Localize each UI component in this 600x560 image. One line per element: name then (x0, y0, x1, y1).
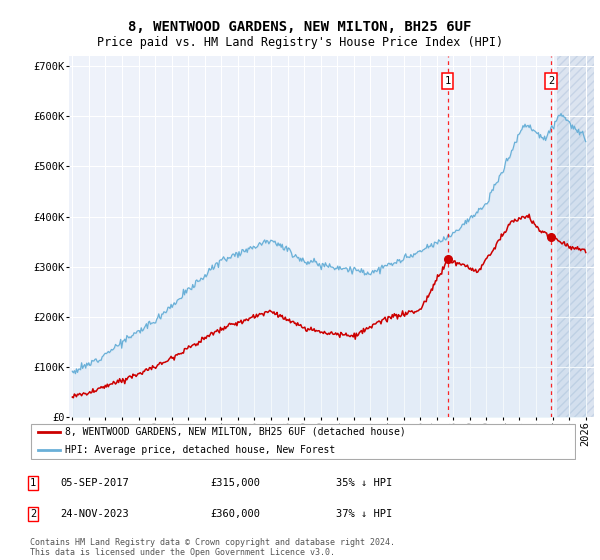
Text: 2: 2 (30, 509, 36, 519)
Bar (557, 56, 594, 417)
Text: £315,000: £315,000 (210, 478, 260, 488)
Text: 1: 1 (30, 478, 36, 488)
Text: 35% ↓ HPI: 35% ↓ HPI (336, 478, 392, 488)
Text: 2: 2 (548, 76, 554, 86)
Text: 1: 1 (445, 76, 451, 86)
Text: Contains HM Land Registry data © Crown copyright and database right 2024.
This d: Contains HM Land Registry data © Crown c… (30, 538, 395, 557)
FancyBboxPatch shape (31, 424, 575, 459)
Bar (557, 56, 594, 417)
Text: 8, WENTWOOD GARDENS, NEW MILTON, BH25 6UF (detached house): 8, WENTWOOD GARDENS, NEW MILTON, BH25 6U… (65, 427, 406, 437)
Text: 8, WENTWOOD GARDENS, NEW MILTON, BH25 6UF: 8, WENTWOOD GARDENS, NEW MILTON, BH25 6U… (128, 20, 472, 34)
Text: 05-SEP-2017: 05-SEP-2017 (60, 478, 129, 488)
Text: HPI: Average price, detached house, New Forest: HPI: Average price, detached house, New … (65, 445, 336, 455)
Text: £360,000: £360,000 (210, 509, 260, 519)
Text: 37% ↓ HPI: 37% ↓ HPI (336, 509, 392, 519)
Text: Price paid vs. HM Land Registry's House Price Index (HPI): Price paid vs. HM Land Registry's House … (97, 36, 503, 49)
Text: 24-NOV-2023: 24-NOV-2023 (60, 509, 129, 519)
